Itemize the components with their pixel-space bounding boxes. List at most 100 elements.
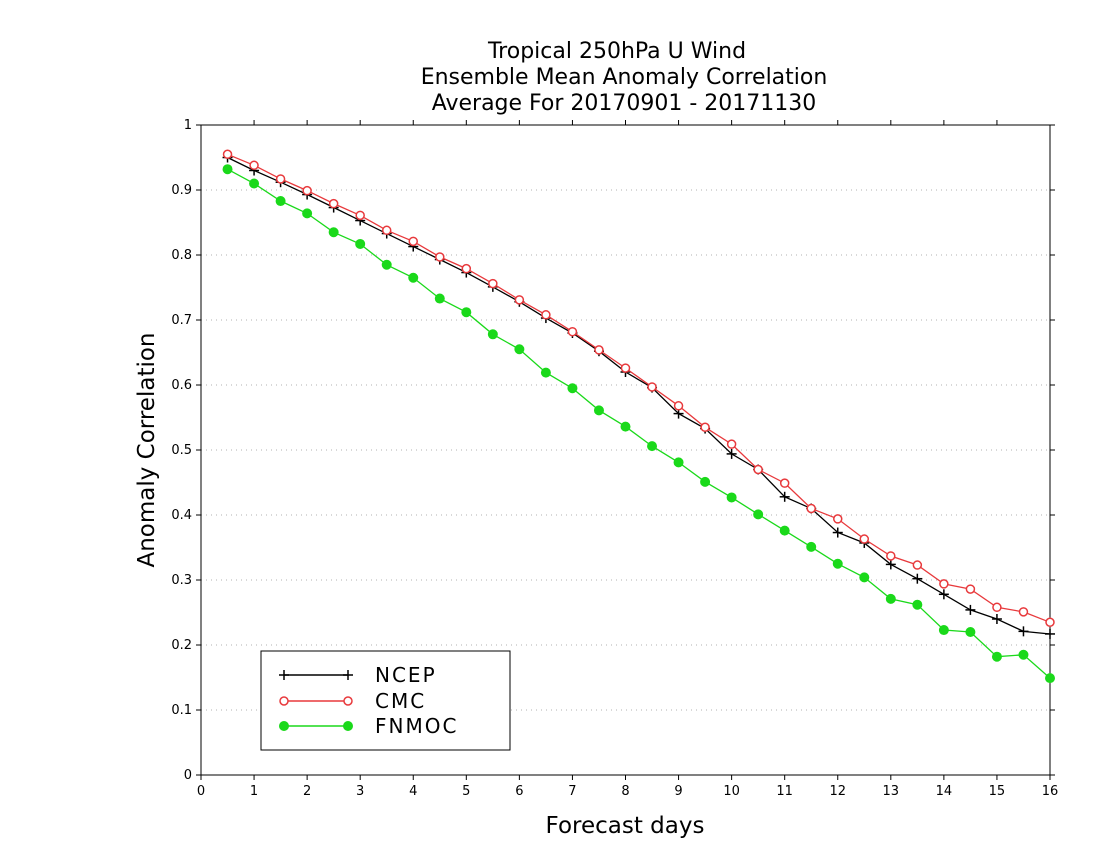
- legend: NCEP CMC FNMOC: [260, 650, 511, 751]
- data-point-cmc: [806, 503, 816, 514]
- data-point-cmc: [249, 160, 259, 171]
- data-point-cmc: [514, 295, 525, 305]
- data-point-fnmoc: [965, 627, 976, 637]
- data-point-ncep: [726, 448, 737, 459]
- x-tick-label: 7: [568, 784, 576, 799]
- y-tick-label: 0.9: [171, 183, 192, 198]
- data-point-ncep: [912, 573, 923, 584]
- legend-marker-cmc: [279, 696, 289, 706]
- y-tick-label: 0.5: [171, 443, 192, 458]
- y-tick-label: 1: [184, 118, 192, 133]
- y-tick-label: 0.2: [171, 638, 192, 653]
- x-tick-label: 12: [829, 784, 846, 799]
- data-point-cmc: [1018, 607, 1029, 617]
- data-point-cmc: [912, 560, 923, 570]
- legend-marker-fnmoc: [343, 721, 353, 731]
- data-point-cmc: [461, 263, 472, 274]
- series-fnmoc: [222, 164, 1055, 684]
- data-point-fnmoc: [408, 272, 419, 283]
- data-point-fnmoc: [1018, 649, 1029, 660]
- data-point-ncep: [991, 614, 1002, 624]
- chart-title: Tropical 250hPa U Wind Ensemble Mean Ano…: [421, 39, 828, 116]
- data-point-ncep: [938, 589, 949, 600]
- series-cmc: [222, 149, 1055, 627]
- data-point-fnmoc: [487, 329, 498, 340]
- data-point-cmc: [594, 345, 604, 355]
- legend-marker-fnmoc: [279, 721, 289, 731]
- y-tick-label: 0.3: [171, 573, 192, 588]
- data-point-cmc: [886, 551, 896, 561]
- x-tick-label: 16: [1042, 784, 1059, 799]
- series-line-fnmoc: [227, 168, 1051, 679]
- data-point-cmc: [355, 210, 365, 221]
- data-point-cmc: [408, 236, 418, 247]
- grid: [201, 189, 1050, 711]
- data-point-ncep: [885, 559, 896, 570]
- data-point-cmc: [700, 422, 710, 432]
- data-point-fnmoc: [673, 457, 684, 468]
- data-point-ncep: [1045, 628, 1055, 639]
- x-axis-title: Forecast days: [546, 813, 705, 839]
- x-tick-label: 4: [409, 784, 417, 799]
- data-point-ncep: [779, 491, 790, 502]
- data-point-fnmoc: [540, 367, 551, 378]
- data-point-cmc: [1045, 617, 1055, 627]
- data-point-cmc: [779, 478, 790, 488]
- data-point-cmc: [620, 363, 631, 373]
- y-tick-label: 0.1: [171, 703, 192, 718]
- legend-marker-ncep: [279, 670, 289, 680]
- data-point-cmc: [435, 252, 445, 262]
- x-tick-label: 2: [303, 784, 311, 799]
- data-point-fnmoc: [779, 525, 790, 536]
- x-tick-label: 10: [723, 784, 740, 799]
- data-point-fnmoc: [567, 383, 578, 394]
- data-point-fnmoc: [275, 196, 286, 207]
- x-tick-label: 3: [356, 784, 364, 799]
- data-point-cmc: [833, 514, 843, 524]
- data-point-cmc: [647, 382, 657, 392]
- data-point-fnmoc: [912, 599, 923, 610]
- title-line-1: Tropical 250hPa U Wind: [487, 39, 746, 64]
- x-tick-label: 13: [883, 784, 900, 799]
- data-point-fnmoc: [620, 421, 631, 432]
- x-tick-label: 5: [462, 784, 470, 799]
- data-point-fnmoc: [938, 625, 949, 636]
- data-point-fnmoc: [859, 572, 870, 583]
- data-point-fnmoc: [726, 492, 737, 503]
- data-point-fnmoc: [222, 164, 233, 175]
- legend-marker-ncep: [343, 670, 353, 680]
- y-tick-label: 0.4: [171, 508, 192, 523]
- x-tick-label: 14: [936, 784, 953, 799]
- x-tick-label: 11: [776, 784, 793, 799]
- legend-label-ncep: NCEP: [375, 663, 437, 687]
- data-point-ncep: [1018, 626, 1029, 637]
- y-tick-label: 0.8: [171, 248, 192, 263]
- data-point-fnmoc: [514, 344, 525, 355]
- data-point-fnmoc: [593, 405, 604, 416]
- data-point-cmc: [275, 174, 286, 184]
- legend-marker-cmc: [343, 696, 353, 706]
- data-point-fnmoc: [355, 238, 366, 249]
- data-point-cmc: [381, 225, 392, 236]
- data-point-fnmoc: [328, 227, 339, 238]
- data-point-cmc: [328, 198, 339, 209]
- data-point-ncep: [965, 604, 976, 615]
- y-tick-label: 0: [184, 768, 192, 783]
- y-tick-label: 0.6: [171, 378, 192, 393]
- legend-samples: [279, 670, 353, 731]
- x-tick-label: 15: [989, 784, 1006, 799]
- data-point-fnmoc: [700, 476, 711, 487]
- data-point-fnmoc: [991, 651, 1002, 662]
- data-point-cmc: [753, 464, 763, 475]
- data-point-fnmoc: [1045, 673, 1055, 684]
- data-point-ncep: [832, 527, 843, 538]
- data-point-fnmoc: [434, 293, 445, 304]
- title-line-2: Ensemble Mean Anomaly Correlation: [421, 65, 828, 90]
- data-point-cmc: [567, 326, 578, 337]
- series-line-ncep: [227, 156, 1051, 635]
- data-point-cmc: [673, 401, 684, 411]
- y-axis-title: Anomaly Correlation: [134, 332, 160, 567]
- axis-ticks: 00.10.20.30.40.50.60.70.80.910 1 2 3 4 5 6 7 8 9 1…: [171, 118, 1058, 799]
- data-point-fnmoc: [249, 178, 260, 189]
